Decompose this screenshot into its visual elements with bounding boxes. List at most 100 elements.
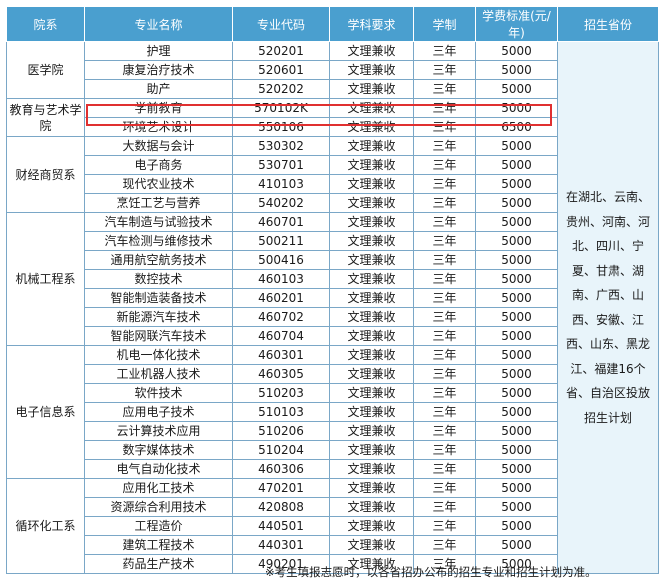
table-row: 循环化工系 应用化工技术 470201 文理兼收 三年 5000: [6, 478, 659, 574]
fee-cell: 5000: [475, 535, 558, 555]
duration-cell: 三年: [413, 383, 476, 403]
major-cell: 电子商务: [84, 155, 233, 175]
requirement-cell: 文理兼收: [329, 535, 414, 555]
major-cell: 电气自动化技术: [84, 459, 233, 479]
department-cell: 医学院: [6, 41, 85, 99]
major-cell: 大数据与会计: [84, 136, 233, 156]
requirement-cell: 文理兼收: [329, 497, 414, 517]
fee-cell: 5000: [475, 383, 558, 403]
code-cell: 460702: [232, 307, 330, 327]
fee-cell: 5000: [475, 212, 558, 232]
major-cell: 护理: [84, 41, 233, 61]
duration-cell: 三年: [413, 250, 476, 270]
provinces-cell: 在湖北、云南、贵州、河南、河北、四川、宁夏、甘肃、湖南、广西、山西、安徽、江西、…: [557, 41, 659, 574]
fee-cell: 5000: [475, 41, 558, 61]
major-cell: 资源综合利用技术: [84, 497, 233, 517]
major-cell: 数控技术: [84, 269, 233, 289]
requirement-cell: 文理兼收: [329, 383, 414, 403]
major-cell: 工程造价: [84, 516, 233, 536]
fee-cell: 6500: [475, 117, 558, 137]
requirement-cell: 文理兼收: [329, 117, 414, 137]
fee-cell: 5000: [475, 250, 558, 270]
code-cell: 530302: [232, 136, 330, 156]
requirement-cell: 文理兼收: [329, 174, 414, 194]
major-cell: 学前教育: [84, 98, 233, 118]
code-cell: 440501: [232, 516, 330, 536]
duration-cell: 三年: [413, 41, 476, 61]
table-row: 汽车检测与维修技术 500211 文理兼收 三年 5000: [7, 231, 659, 251]
table-body: 医学院 护理 520201 文理兼收 三年 5000 在湖北、云南、贵州、河南、河北、四川、…: [6, 41, 659, 574]
footnote: ※考生填报志愿时，以各省招办公布的招生专业和招生计划为准。: [265, 565, 597, 579]
major-cell: 环境艺术设计: [84, 117, 233, 137]
header-fee: 学费标准(元/年): [475, 6, 558, 42]
table-row: 康复治疗技术 520601 文理兼收 三年 5000: [7, 60, 659, 80]
table-row: 智能网联汽车技术 460704 文理兼收 三年 5000: [7, 326, 659, 346]
requirement-cell: 文理兼收: [329, 269, 414, 289]
duration-cell: 三年: [413, 288, 476, 308]
header-dept: 院系: [6, 6, 85, 42]
requirement-cell: 文理兼收: [329, 136, 414, 156]
requirement-cell: 文理兼收: [329, 307, 414, 327]
major-cell: 烹饪工艺与营养: [84, 193, 233, 213]
code-cell: 520601: [232, 60, 330, 80]
major-cell: 助产: [84, 79, 233, 99]
requirement-cell: 文理兼收: [329, 478, 414, 498]
header-row: 院系 专业名称 专业代码 学科要求 学制 学费标准(元/年) 招生省份: [6, 6, 659, 42]
code-cell: 500416: [232, 250, 330, 270]
duration-cell: 三年: [413, 459, 476, 479]
table-row: 应用电子技术 510103 文理兼收 三年 5000: [7, 402, 659, 422]
department-cell: 机械工程系: [6, 212, 85, 346]
duration-cell: 三年: [413, 98, 476, 118]
requirement-cell: 文理兼收: [329, 440, 414, 460]
major-cell: 新能源汽车技术: [84, 307, 233, 327]
department-cell: 财经商贸系: [6, 136, 85, 213]
requirement-cell: 文理兼收: [329, 212, 414, 232]
major-cell: 汽车检测与维修技术: [84, 231, 233, 251]
code-cell: 570102K: [232, 98, 330, 118]
code-cell: 460306: [232, 459, 330, 479]
requirement-cell: 文理兼收: [329, 516, 414, 536]
requirement-cell: 文理兼收: [329, 421, 414, 441]
duration-cell: 三年: [413, 136, 476, 156]
major-cell: 智能制造装备技术: [84, 288, 233, 308]
fee-cell: 5000: [475, 231, 558, 251]
duration-cell: 三年: [413, 155, 476, 175]
requirement-cell: 文理兼收: [329, 364, 414, 384]
duration-cell: 三年: [413, 307, 476, 327]
fee-cell: 5000: [475, 79, 558, 99]
table-row: 新能源汽车技术 460702 文理兼收 三年 5000: [7, 307, 659, 327]
header-major: 专业名称: [84, 6, 233, 42]
duration-cell: 三年: [413, 212, 476, 232]
fee-cell: 5000: [475, 421, 558, 441]
department-cell: 教育与艺术学院: [6, 98, 85, 137]
duration-cell: 三年: [413, 174, 476, 194]
code-cell: 460701: [232, 212, 330, 232]
duration-cell: 三年: [413, 402, 476, 422]
fee-cell: 5000: [475, 326, 558, 346]
fee-cell: 5000: [475, 364, 558, 384]
duration-cell: 三年: [413, 554, 476, 574]
major-cell: 现代农业技术: [84, 174, 233, 194]
duration-cell: 三年: [413, 535, 476, 555]
duration-cell: 三年: [413, 60, 476, 80]
fee-cell: 5000: [475, 345, 558, 365]
fee-cell: 5000: [475, 136, 558, 156]
table-row: 建筑工程技术 440301 文理兼收 三年 5000: [7, 535, 659, 555]
requirement-cell: 文理兼收: [329, 79, 414, 99]
major-cell: 工业机器人技术: [84, 364, 233, 384]
fee-cell: 5000: [475, 60, 558, 80]
fee-cell: 5000: [475, 155, 558, 175]
duration-cell: 三年: [413, 269, 476, 289]
fee-cell: 5000: [475, 554, 558, 574]
code-cell: 520201: [232, 41, 330, 61]
duration-cell: 三年: [413, 326, 476, 346]
fee-cell: 5000: [475, 516, 558, 536]
fee-cell: 5000: [475, 98, 558, 118]
fee-cell: 5000: [475, 478, 558, 498]
requirement-cell: 文理兼收: [329, 98, 414, 118]
duration-cell: 三年: [413, 421, 476, 441]
major-cell: 药品生产技术: [84, 554, 233, 574]
table-row: 医学院 护理 520201 文理兼收 三年 5000 在湖北、云南、贵州、河南、河北、四川、…: [6, 41, 659, 574]
table-row: 数控技术 460103 文理兼收 三年 5000: [7, 269, 659, 289]
major-cell: 数字媒体技术: [84, 440, 233, 460]
